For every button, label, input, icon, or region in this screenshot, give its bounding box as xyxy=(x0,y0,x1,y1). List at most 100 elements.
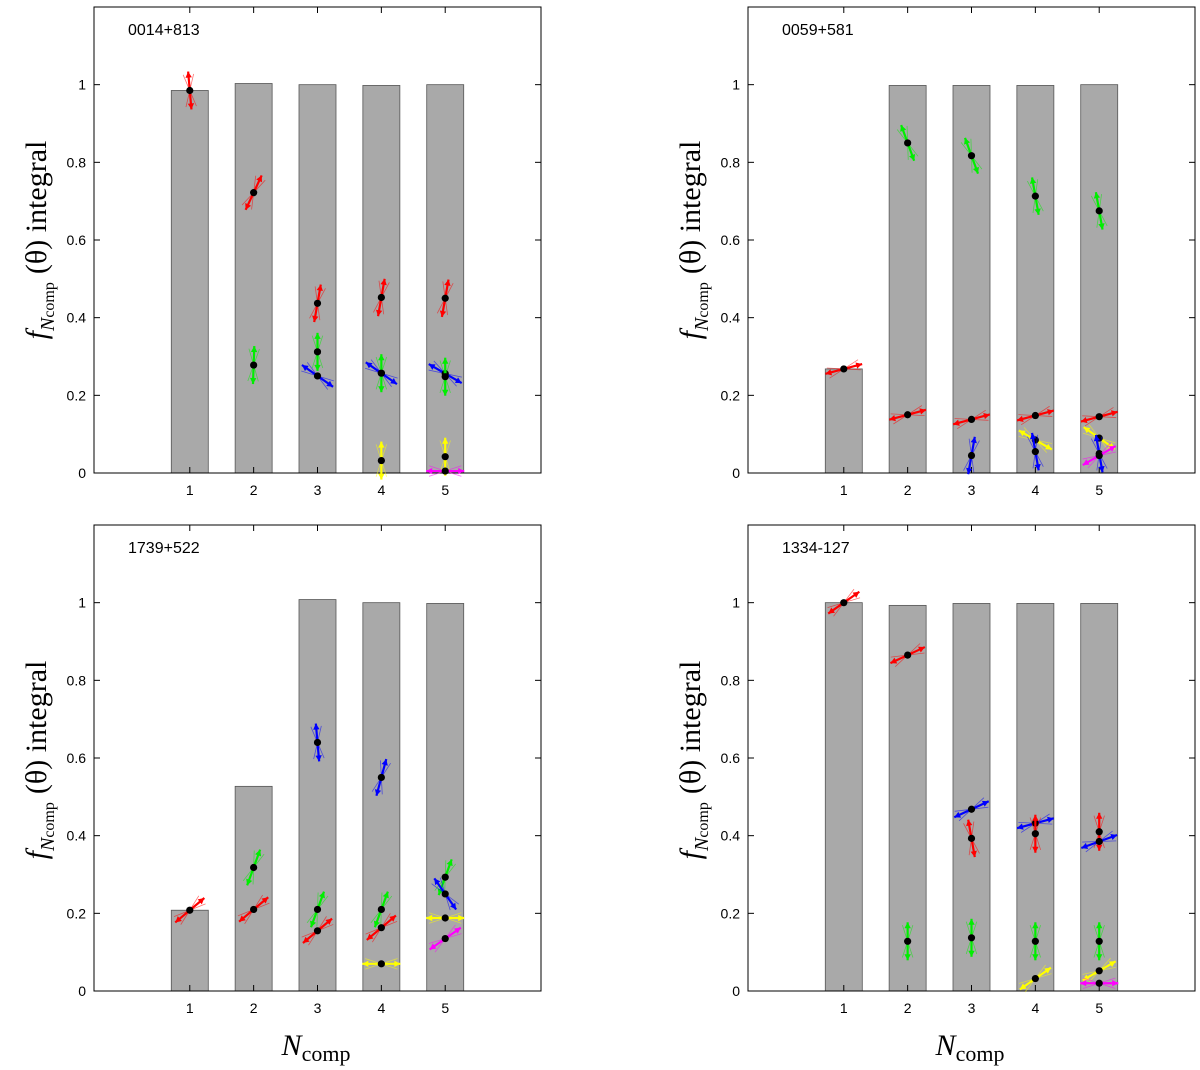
bar-3 xyxy=(952,85,991,474)
bar-2 xyxy=(234,785,273,992)
panel-1334-127: fNcomp(θ) integral 0 0.2 0.4 0.6 0.8 1 1 2 3 4 5 13… xyxy=(674,524,1196,1066)
component-dot xyxy=(1031,830,1039,838)
component-dot xyxy=(250,361,258,369)
bar-1 xyxy=(170,90,209,474)
component-marker xyxy=(439,357,451,396)
x-axis-label: Ncomp xyxy=(281,1029,351,1066)
component-marker xyxy=(889,405,927,425)
arrow-head xyxy=(889,415,896,422)
component-dot xyxy=(313,348,322,356)
arrow-head xyxy=(1045,443,1052,450)
component-marker xyxy=(1016,405,1054,426)
component-dot xyxy=(840,599,848,607)
x-tick-label: 5 xyxy=(441,482,449,498)
component-dot xyxy=(1031,411,1039,420)
x-tick-label: 5 xyxy=(1095,1000,1103,1016)
y-tick-label: 0.6 xyxy=(721,750,741,766)
component-dot xyxy=(377,293,385,302)
component-dot xyxy=(904,937,912,945)
component-marker xyxy=(431,877,460,911)
x-tick-label: 4 xyxy=(1031,1000,1039,1016)
arrow-head xyxy=(1082,974,1090,981)
arrow-head xyxy=(313,723,320,730)
y-tick-label: 0 xyxy=(78,983,86,999)
arrow-head xyxy=(442,437,449,444)
x-tick-label: 3 xyxy=(968,482,976,498)
arrow-head xyxy=(953,419,960,426)
component-dot xyxy=(441,873,449,881)
arrow-head xyxy=(1032,814,1039,821)
arrow-head xyxy=(855,362,863,369)
component-dot xyxy=(1095,413,1103,421)
arrow-head xyxy=(890,657,898,664)
arrow-head xyxy=(966,467,973,475)
component-dot xyxy=(967,834,976,842)
component-marker xyxy=(1080,407,1118,427)
component-dot xyxy=(377,456,385,465)
component-dot xyxy=(313,738,322,747)
arrow-head xyxy=(434,878,441,886)
y-tick-label: 0.2 xyxy=(721,905,741,921)
component-dot xyxy=(904,651,912,659)
component-dot xyxy=(967,934,976,942)
component-marker xyxy=(306,891,329,928)
component-marker xyxy=(247,346,260,385)
arrow-head xyxy=(444,279,451,287)
component-dot xyxy=(250,189,258,197)
panel-1739-522: fNcomp(θ) integral 0 0.2 0.4 0.6 0.8 1 1 2 3 4 5 17… xyxy=(20,524,542,1066)
component-marker xyxy=(436,279,454,318)
x-axis-label: Ncomp xyxy=(935,1029,1005,1066)
component-marker xyxy=(963,819,980,858)
x-tick-label: 2 xyxy=(904,482,912,498)
component-dot xyxy=(377,960,385,968)
y-tick-label: 0.4 xyxy=(67,310,87,326)
arrow-head xyxy=(1096,922,1103,929)
arrow-head xyxy=(446,859,453,867)
component-dot xyxy=(250,863,258,872)
component-marker xyxy=(426,912,465,924)
arrow-head xyxy=(1032,846,1039,853)
arrow-head xyxy=(972,166,979,174)
x-tick-label: 4 xyxy=(1031,482,1039,498)
arrow-head xyxy=(1032,922,1039,929)
component-marker xyxy=(237,894,270,925)
component-dot xyxy=(441,453,449,461)
y-axis-label: fNcomp(θ) integral xyxy=(674,661,713,860)
component-marker xyxy=(375,441,387,480)
arrow-head xyxy=(852,591,860,598)
y-tick-label: 1 xyxy=(78,77,86,93)
arrow-head xyxy=(382,891,389,899)
x-tick-label: 3 xyxy=(968,1000,976,1016)
arrow-head xyxy=(983,412,990,420)
y-axis-label: fNcomp(θ) integral xyxy=(20,661,59,860)
arrow-head xyxy=(378,473,385,480)
arrow-head xyxy=(454,927,461,934)
arrow-head xyxy=(380,278,387,286)
arrow-head xyxy=(439,310,447,317)
arrow-head xyxy=(312,315,319,323)
y-tick-label: 0.6 xyxy=(67,232,87,248)
arrow-head xyxy=(1110,834,1118,841)
arrow-head xyxy=(1098,465,1105,473)
arrow-head xyxy=(900,125,907,132)
component-dot xyxy=(313,905,322,914)
x-tick-label: 1 xyxy=(186,1000,194,1016)
component-dot xyxy=(1095,451,1103,460)
arrow-head xyxy=(310,920,317,928)
component-marker xyxy=(301,916,334,946)
y-tick-label: 0.4 xyxy=(721,828,741,844)
component-marker xyxy=(241,174,266,211)
panel-title: 0014+813 xyxy=(128,22,200,39)
y-tick-label: 0.6 xyxy=(721,232,741,248)
panel-title: 1334-127 xyxy=(782,540,850,557)
arrow-head xyxy=(426,467,433,475)
x-tick-label: 4 xyxy=(377,482,385,498)
arrow-head xyxy=(1029,432,1037,440)
arrow-head xyxy=(256,175,263,183)
component-marker xyxy=(1029,922,1041,961)
component-dot xyxy=(441,467,449,475)
component-dot xyxy=(186,906,194,914)
component-marker xyxy=(963,436,980,475)
arrow-head xyxy=(442,389,449,396)
arrow-head xyxy=(375,309,383,317)
